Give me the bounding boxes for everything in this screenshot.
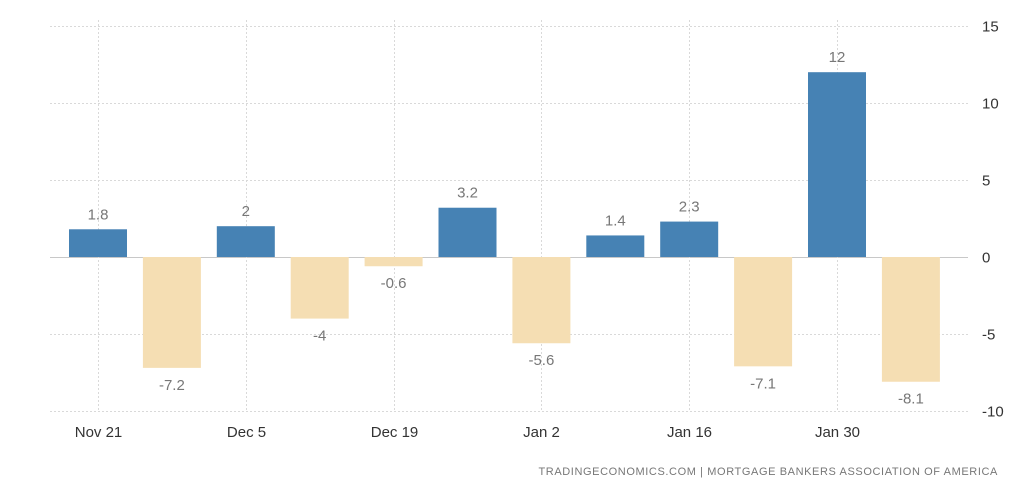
x-tick-label: Dec 5 xyxy=(227,424,266,441)
x-axis-ticks: Nov 21 Dec 5 Dec 19 Jan 2 Jan 16 Jan 30 xyxy=(75,424,860,441)
bar xyxy=(142,257,201,368)
source-attribution: TRADINGECONOMICS.COM | MORTGAGE BANKERS … xyxy=(538,466,998,478)
data-label: -7.1 xyxy=(750,375,776,392)
data-label: 1.4 xyxy=(605,212,626,229)
bar xyxy=(364,257,423,267)
data-label: 3.2 xyxy=(457,185,478,202)
data-label: 12 xyxy=(829,49,846,66)
bars xyxy=(69,72,940,382)
y-axis-ticks: 15 10 5 0 -5 -10 xyxy=(982,19,1004,421)
data-labels: 1.8 -7.2 2 -4 -0.6 3.2 -5.6 1.4 2.3 -7.1 12 -8.1 xyxy=(88,49,924,408)
x-tick-label: Nov 21 xyxy=(75,424,123,441)
data-label: -0.6 xyxy=(381,275,407,292)
y-tick-label: 15 xyxy=(982,19,999,36)
y-tick-label: -5 xyxy=(982,327,995,344)
data-label: -7.2 xyxy=(159,377,185,394)
bar xyxy=(808,72,866,257)
bar xyxy=(734,257,793,367)
data-label: 2 xyxy=(242,203,250,220)
data-label: 1.8 xyxy=(88,206,109,223)
data-label: -8.1 xyxy=(898,391,924,408)
x-tick-label: Jan 16 xyxy=(667,424,712,441)
bar xyxy=(660,221,719,257)
x-tick-label: Jan 30 xyxy=(815,424,860,441)
bar xyxy=(881,257,940,382)
bar xyxy=(512,257,571,344)
y-tick-label: 5 xyxy=(982,173,990,190)
bar xyxy=(438,207,497,257)
data-label: -4 xyxy=(313,328,326,345)
y-tick-label: 0 xyxy=(982,250,990,267)
x-tick-label: Jan 2 xyxy=(523,424,560,441)
bar xyxy=(216,226,275,257)
data-label: -5.6 xyxy=(528,352,554,369)
data-label: 2.3 xyxy=(679,199,700,216)
y-tick-label: -10 xyxy=(982,404,1004,421)
bar xyxy=(586,235,645,257)
y-tick-label: 10 xyxy=(982,96,999,113)
x-tick-label: Dec 19 xyxy=(371,424,419,441)
bar xyxy=(290,257,349,319)
bar xyxy=(69,229,127,257)
